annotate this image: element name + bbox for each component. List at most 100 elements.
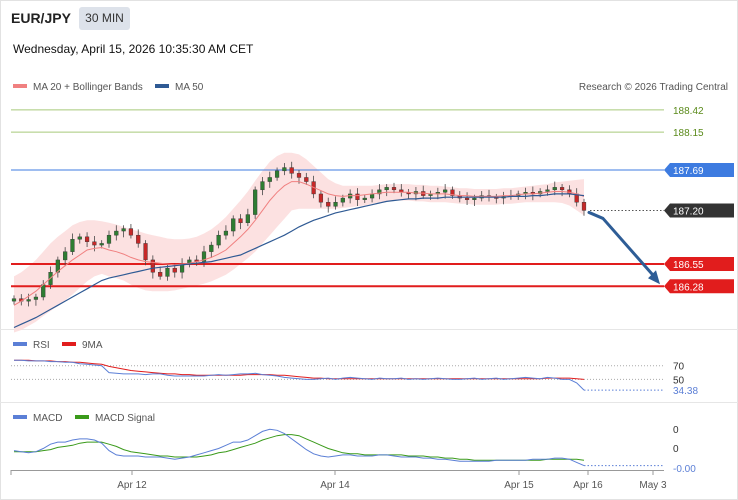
candle	[289, 167, 294, 174]
datetime-label: Wednesday, April 15, 2026 10:35:30 AM CE…	[13, 42, 254, 56]
candle	[158, 272, 163, 277]
rsi-ma-line	[14, 359, 585, 380]
candle	[340, 197, 345, 203]
level-tag-current	[664, 203, 734, 218]
candle	[92, 241, 97, 246]
candle	[443, 189, 448, 193]
candle	[128, 228, 134, 236]
legend-rsi-ma: 9MA	[82, 340, 103, 351]
candle	[464, 197, 470, 200]
legend-rsi: RSI	[33, 340, 50, 351]
copyright: Research © 2026 Trading Central	[579, 82, 728, 93]
candle	[472, 197, 477, 200]
level-tag-support	[664, 257, 734, 272]
macd-level-label: 0	[673, 425, 679, 436]
level-label-support: 186.55	[673, 260, 704, 271]
x-tick-label: Apr 16	[573, 480, 603, 491]
macd-level-label: 0	[673, 444, 679, 455]
legend-macd: MACD	[33, 413, 62, 424]
candle	[143, 243, 148, 261]
macd-line	[13, 428, 585, 467]
candle	[216, 234, 221, 246]
level-label-resistance: 188.15	[673, 128, 704, 139]
candle	[559, 187, 565, 191]
candle	[63, 251, 68, 261]
level-label-current: 187.20	[673, 206, 704, 217]
candle	[33, 296, 39, 300]
candle	[26, 299, 31, 302]
candle	[106, 234, 112, 244]
candle	[377, 189, 382, 195]
legend-swatch-ma20	[13, 84, 27, 88]
level-label-support: 186.28	[673, 282, 704, 293]
candle	[296, 173, 302, 178]
candle	[260, 181, 265, 191]
candle	[384, 187, 389, 191]
candle	[114, 230, 119, 236]
candle	[326, 201, 331, 207]
x-axis-ticks: Apr 12 Apr 14 Apr 15 Apr 16 May 3	[10, 470, 667, 491]
level-label-pivot: 187.69	[673, 166, 704, 177]
candle	[333, 201, 338, 207]
level-tag-support	[664, 279, 734, 294]
legend-swatch-rsi-ma	[62, 342, 76, 346]
candle	[84, 236, 90, 242]
candle	[201, 251, 207, 262]
legend-macd-signal: MACD Signal	[95, 413, 155, 424]
candle	[231, 218, 236, 232]
candle	[362, 197, 367, 200]
legend-ma20: MA 20 + Bollinger Bands	[33, 82, 143, 93]
candle	[55, 259, 60, 273]
legend-swatch-rsi	[13, 342, 27, 346]
legend-swatch-macd	[13, 415, 27, 419]
ma20-line	[13, 181, 585, 306]
rsi-line	[14, 359, 585, 391]
rsi-level-label: 70	[673, 362, 685, 373]
level-tag-pivot	[664, 163, 734, 178]
candle	[172, 267, 177, 273]
candle	[70, 239, 75, 252]
candle	[274, 170, 280, 178]
legend-swatch-ma50	[155, 84, 169, 88]
ma50-line	[13, 193, 585, 329]
symbol-title: EUR/JPY	[11, 10, 71, 26]
candle	[253, 189, 258, 215]
candle	[77, 236, 82, 240]
candle	[165, 267, 170, 277]
x-tick-label: May 3	[639, 480, 667, 491]
candle	[150, 259, 155, 273]
x-tick-label: Apr 12	[117, 480, 147, 491]
candle	[245, 214, 250, 224]
candle	[238, 218, 243, 224]
candle	[450, 189, 455, 196]
price-panel: 188.42 188.15 187.69 187.20 186.55 186.28	[11, 106, 734, 333]
candle	[223, 230, 229, 236]
candle	[136, 234, 141, 244]
legend-ma50: MA 50	[175, 82, 204, 93]
candle	[318, 193, 324, 203]
candle	[267, 177, 272, 182]
candle	[41, 284, 46, 298]
candle	[552, 187, 557, 191]
candle	[11, 298, 17, 302]
candle	[99, 243, 104, 246]
candle	[121, 228, 126, 232]
interval-button[interactable]: 30 MIN	[79, 7, 130, 30]
rsi-current-label: 34.38	[673, 386, 698, 397]
legend-swatch-macd-signal	[75, 415, 89, 419]
macd-current-label: -0.00	[673, 464, 696, 475]
x-tick-label: Apr 15	[504, 480, 534, 491]
candle	[545, 189, 550, 192]
macd-panel: 0 0 -0.00	[13, 425, 696, 475]
rsi-level-label: 50	[673, 375, 685, 386]
projection-arrow	[587, 210, 656, 278]
candle	[282, 167, 287, 172]
candle	[209, 244, 214, 252]
macd-signal-line	[14, 434, 585, 461]
candle	[304, 177, 309, 182]
candle	[581, 201, 587, 211]
x-tick-label: Apr 14	[320, 480, 350, 491]
candle	[391, 187, 397, 191]
projection-arrowhead	[648, 270, 660, 285]
